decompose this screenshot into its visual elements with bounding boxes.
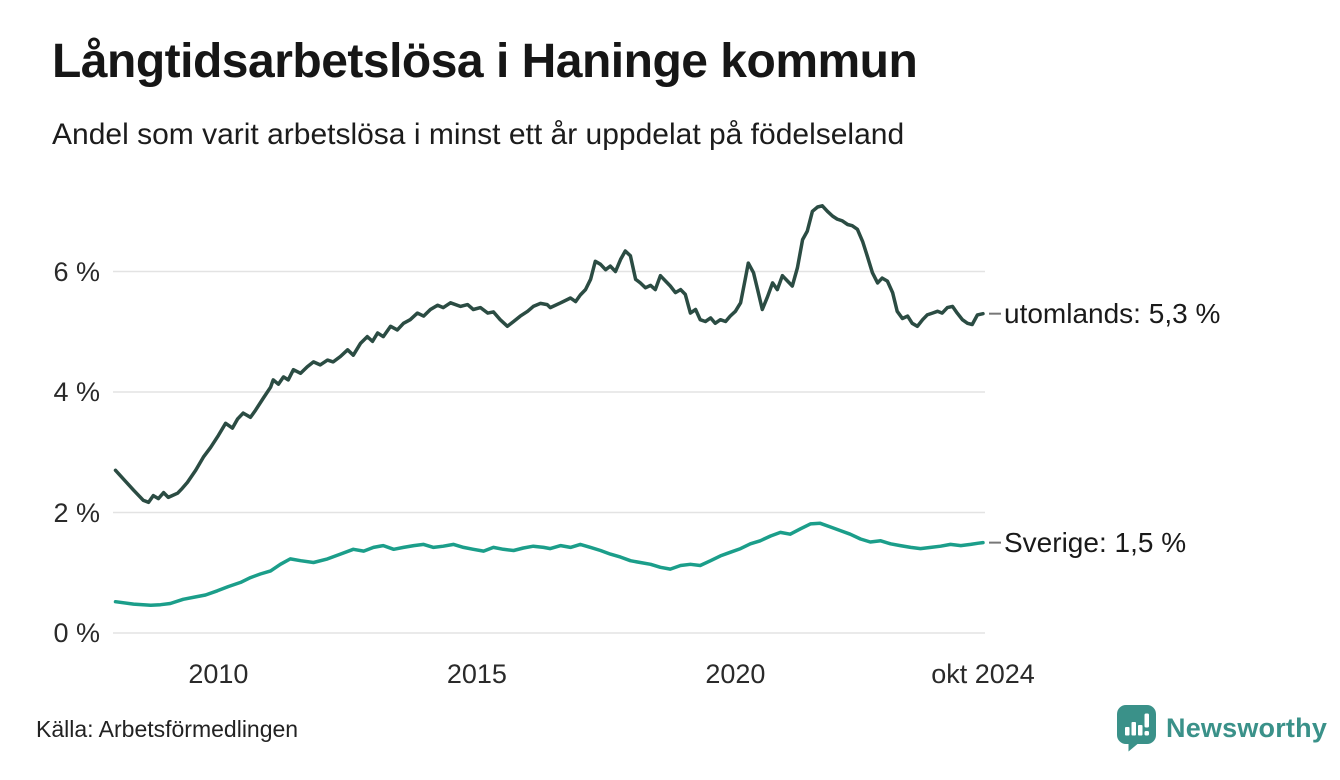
chart-title: Långtidsarbetslösa i Haninge kommun [52, 35, 918, 88]
y-tick-label: 6 % [53, 256, 100, 287]
x-tick-label: 2010 [188, 659, 249, 689]
newsworthy-logo-icon [1117, 705, 1156, 752]
series-label-sverige: Sverige: 1,5 % [1004, 526, 1187, 558]
source-caption: Källa: Arbetsförmedlingen [36, 716, 299, 742]
y-axis-labels: 0 % 2 % 4 % 6 % [28, 0, 100, 780]
y-tick-label: 4 % [53, 377, 100, 407]
series-line-Sverige [113, 521, 985, 608]
series-line-utomlands [113, 204, 985, 505]
x-tick-label: 2020 [705, 659, 766, 689]
x-axis-labels: 2010 2015 2020 okt 2024 [0, 658, 1340, 694]
newsworthy-logo: Newsworthy [1116, 704, 1327, 752]
newsworthy-wordmark: Newsworthy [1166, 712, 1328, 743]
y-tick-label: 0 % [53, 618, 100, 648]
chart-subtitle: Andel som varit arbetslösa i minst ett å… [52, 118, 905, 151]
y-tick-label: 2 % [53, 497, 100, 528]
x-tick-label: 2015 [446, 659, 507, 689]
x-tick-label: okt 2024 [931, 659, 1035, 689]
series-label-utomlands: utomlands: 5,3 % [1004, 297, 1221, 329]
